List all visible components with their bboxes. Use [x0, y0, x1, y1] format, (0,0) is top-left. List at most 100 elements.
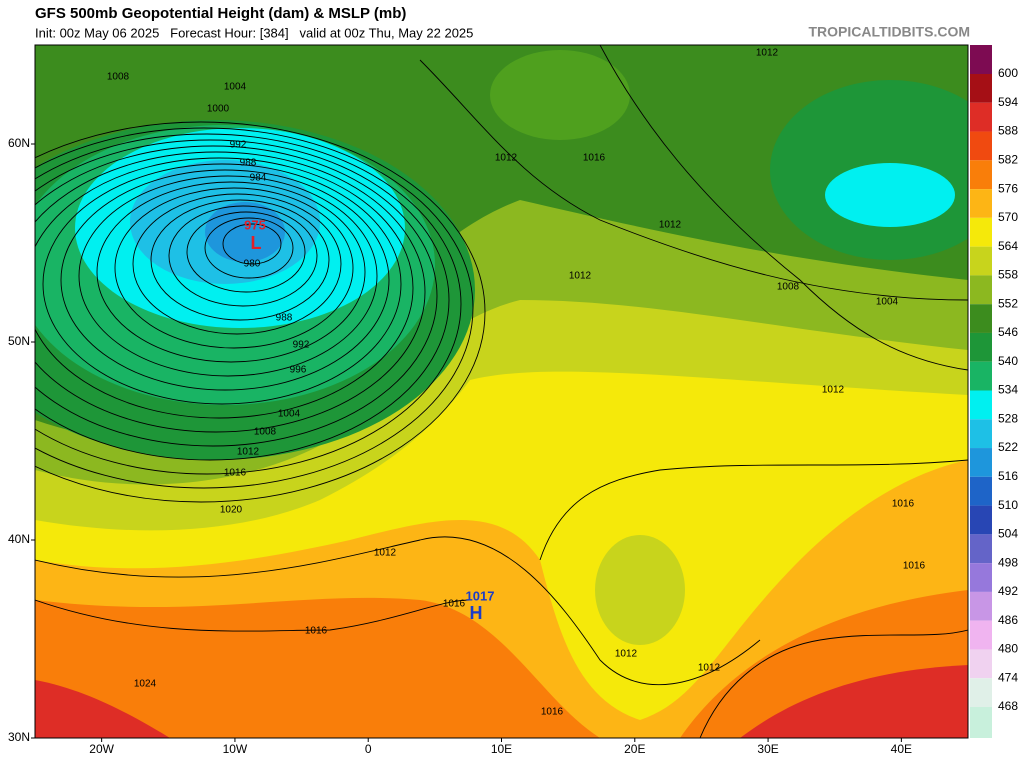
lon-label: 10W — [223, 742, 248, 756]
isobar — [60, 169, 390, 391]
colorbar-label: 570 — [998, 210, 1018, 224]
field-band — [825, 163, 955, 227]
colorbar-label: 516 — [998, 469, 1018, 483]
isobar-label: 996 — [290, 365, 307, 376]
field-band — [35, 680, 170, 738]
lat-label: 40N — [8, 532, 30, 546]
colorbar-segment — [970, 534, 992, 564]
isobar-label: 1016 — [903, 561, 926, 572]
colorbar-segment — [970, 304, 992, 333]
colorbar-label: 468 — [998, 699, 1018, 713]
field-band — [740, 665, 968, 738]
colorbar-segment — [970, 160, 992, 190]
isobar-label: 1012 — [569, 271, 592, 282]
colorbar-segment — [970, 591, 992, 621]
lon-label: 30E — [757, 742, 778, 756]
colorbar-label: 576 — [998, 181, 1018, 195]
isobar-label: 992 — [293, 340, 310, 351]
colorbar-segment — [970, 246, 992, 276]
colorbar-label: 474 — [998, 670, 1018, 684]
colorbar-segment — [970, 505, 992, 535]
colorbar-label: 558 — [998, 268, 1018, 282]
colorbar-label: 486 — [998, 613, 1018, 627]
colorbar-label: 564 — [998, 239, 1018, 253]
map-field — [35, 45, 968, 738]
lon-label: 40E — [891, 742, 912, 756]
isobar — [699, 629, 968, 738]
isobar — [96, 181, 366, 363]
isobar-label: 988 — [276, 313, 293, 324]
colorbar-label: 498 — [998, 555, 1018, 569]
isobar-label: 1008 — [107, 72, 130, 83]
colorbar-segment — [970, 189, 992, 218]
colorbar-segment — [970, 390, 992, 420]
isobar-label: 1016 — [541, 707, 564, 718]
isobar-label: 1012 — [495, 153, 518, 164]
high-symbol: H — [470, 603, 483, 623]
field-band — [490, 50, 630, 140]
isobar — [35, 127, 474, 489]
lon-label: 20E — [624, 742, 645, 756]
colorbar-segment — [970, 102, 992, 132]
colorbar-label: 546 — [998, 325, 1018, 339]
isobar — [419, 59, 968, 301]
isobar — [42, 163, 402, 405]
isobar-label: 1016 — [443, 599, 466, 610]
low-pressure: 975 — [244, 217, 266, 232]
colorbar-segment — [970, 361, 992, 391]
isobar — [35, 133, 462, 475]
lon-label: 10E — [491, 742, 512, 756]
isobar-label: 1016 — [892, 499, 915, 510]
isobar — [35, 536, 761, 686]
title: GFS 500mb Geopotential Height (dam) & MS… — [35, 5, 406, 22]
lat-label: 60N — [8, 136, 30, 150]
colorbar-segment — [970, 448, 992, 477]
isobar-label: 1016 — [305, 626, 328, 637]
colorbar-segment — [970, 131, 992, 161]
isobar — [35, 157, 414, 419]
lat-label: 50N — [8, 334, 30, 348]
isobar-label: 1016 — [583, 153, 606, 164]
isobar — [150, 199, 330, 321]
low-symbol: L — [251, 233, 262, 253]
isobar-label: 988 — [240, 158, 257, 169]
colorbar-segment — [970, 275, 992, 305]
field-band — [595, 535, 685, 645]
isobar-label: 1004 — [278, 409, 301, 420]
colorbar-label: 582 — [998, 152, 1018, 166]
isobar — [168, 205, 318, 307]
isobar — [35, 145, 438, 447]
colorbar-segment — [970, 332, 992, 362]
isobar — [222, 223, 282, 265]
isobar-label: 1012 — [822, 385, 845, 396]
colorbar-segment — [970, 649, 992, 679]
source: TROPICALTIDBITS.COM — [808, 24, 970, 40]
isobar-label: 1004 — [876, 297, 899, 308]
isobar-label: 1004 — [224, 82, 247, 93]
isobar — [186, 211, 306, 293]
colorbar-label: 528 — [998, 411, 1018, 425]
colorbar-label: 594 — [998, 95, 1018, 109]
colorbar-label: 540 — [998, 354, 1018, 368]
colorbar-segment — [970, 45, 992, 74]
isobars — [35, 45, 968, 738]
isobar — [132, 193, 342, 335]
isobar — [35, 599, 471, 632]
isobar — [539, 459, 968, 561]
colorbar-label: 600 — [998, 66, 1018, 80]
isobar-label: 1012 — [374, 548, 397, 559]
colorbar-label: 534 — [998, 383, 1018, 397]
lon-label: 20W — [89, 742, 114, 756]
colorbar-segment — [970, 620, 992, 650]
isobar-label: 1012 — [756, 48, 779, 59]
isobar-label: 1008 — [254, 427, 277, 438]
colorbar-label: 510 — [998, 498, 1018, 512]
colorbar-label: 522 — [998, 440, 1018, 454]
isobar-label: 1008 — [777, 282, 800, 293]
colorbar-label: 504 — [998, 527, 1018, 541]
isobar-label: 992 — [230, 140, 247, 151]
isobar-label: 1012 — [237, 447, 260, 458]
isobar-label: 1020 — [220, 505, 243, 516]
isobar — [35, 151, 426, 433]
